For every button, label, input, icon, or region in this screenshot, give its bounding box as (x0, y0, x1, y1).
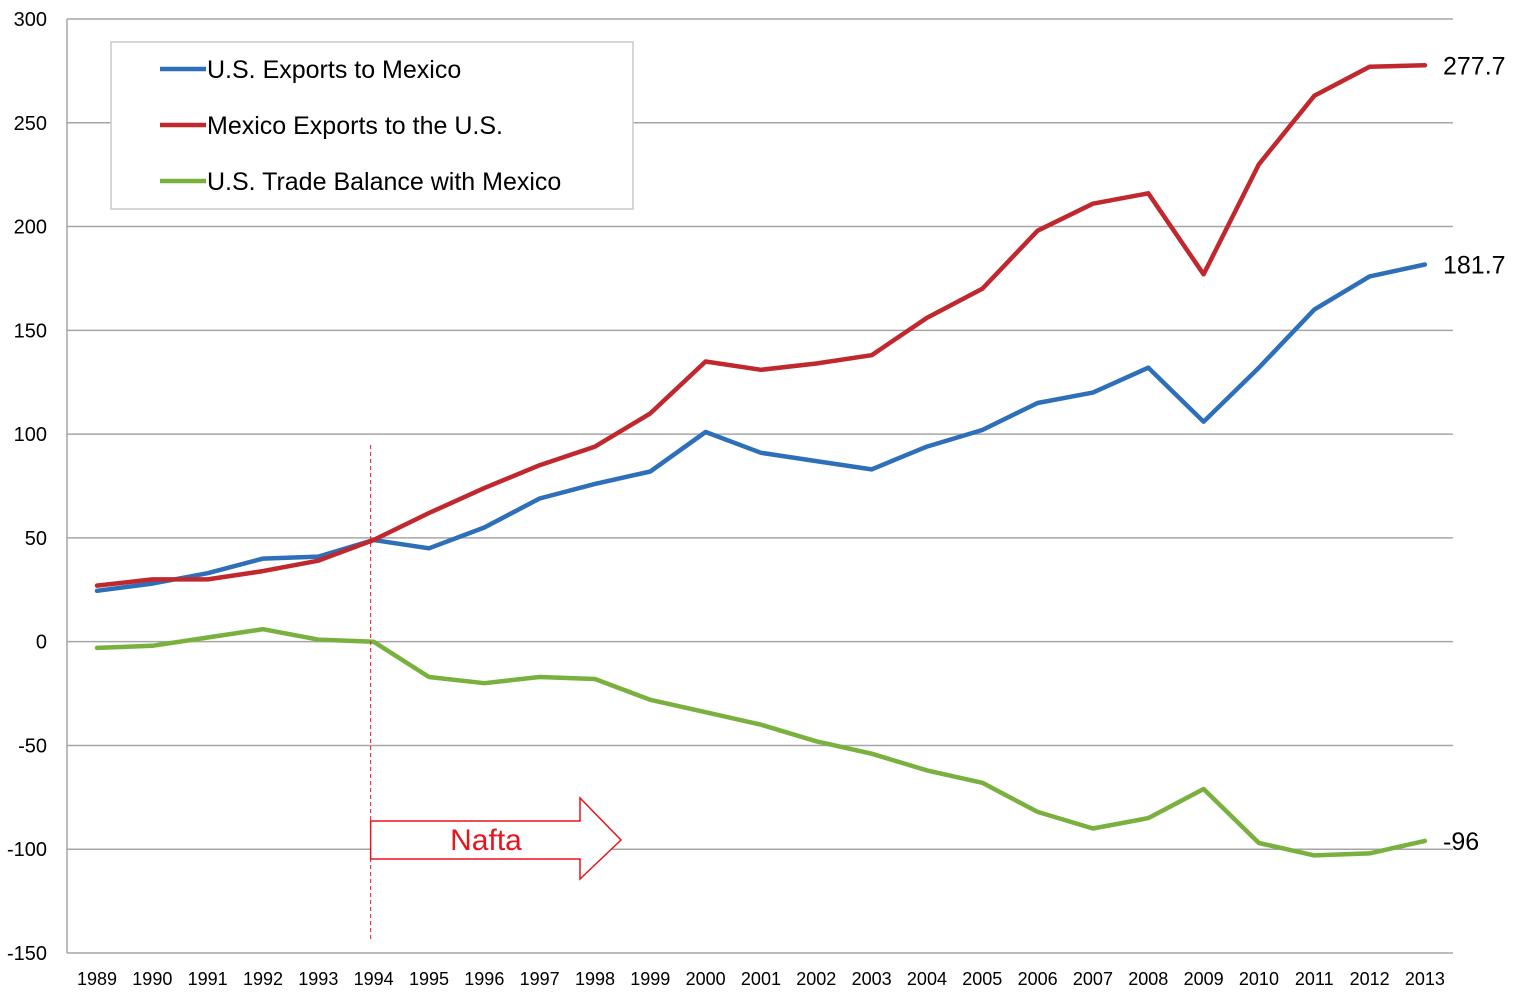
x-tick-label: 1997 (520, 969, 560, 989)
y-tick-label: 0 (36, 632, 47, 654)
x-tick-label: 1992 (243, 969, 283, 989)
x-tick-label: 1999 (630, 969, 670, 989)
x-tick-label: 2013 (1405, 969, 1445, 989)
x-tick-label: 1989 (77, 969, 117, 989)
x-tick-label: 2005 (962, 969, 1002, 989)
x-tick-label: 1998 (575, 969, 615, 989)
y-axis: 300 250 200 150 100 50 0 -50 -100 -150 (7, 9, 1453, 965)
nafta-annotation: Nafta (369, 445, 623, 942)
x-tick-label: 2009 (1184, 969, 1224, 989)
y-tick-label: 300 (14, 9, 47, 31)
end-value-label: -96 (1443, 828, 1479, 856)
x-tick-label: 1991 (188, 969, 228, 989)
x-tick-label: 1996 (464, 969, 504, 989)
legend-label-mexico-exports: Mexico Exports to the U.S. (207, 112, 503, 140)
end-labels: 181.7 277.7 -96 (1443, 52, 1506, 856)
y-tick-label: 100 (14, 424, 47, 446)
x-tick-label: 1990 (132, 969, 172, 989)
x-tick-label: 2000 (686, 969, 726, 989)
x-tick-label: 2010 (1239, 969, 1279, 989)
y-tick-label: 50 (25, 528, 47, 550)
legend: U.S. Exports to Mexico Mexico Exports to… (110, 41, 634, 210)
y-tick-label: -150 (7, 943, 47, 965)
series-line-0 (94, 262, 1428, 594)
x-tick-label: 2001 (741, 969, 781, 989)
end-value-label: 277.7 (1443, 52, 1506, 80)
x-tick-label: 1995 (409, 969, 449, 989)
series-line-1 (94, 63, 1428, 588)
x-tick-label: 2007 (1073, 969, 1113, 989)
x-tick-label: 1994 (354, 969, 394, 989)
x-tick-label: 2012 (1350, 969, 1390, 989)
y-tick-label: 150 (14, 320, 47, 342)
legend-label-trade-balance: U.S. Trade Balance with Mexico (207, 168, 561, 196)
legend-label-us-exports: U.S. Exports to Mexico (207, 56, 461, 84)
x-axis: 1989 1990 1991 1992 1993 1994 1995 1996 1997 1998… (77, 969, 1445, 989)
y-tick-label: 250 (14, 113, 47, 135)
y-tick-label: 200 (14, 217, 47, 239)
y-tick-label: -50 (18, 735, 47, 757)
x-tick-label: 2006 (1018, 969, 1058, 989)
x-tick-label: 1993 (298, 969, 338, 989)
nafta-arrow (369, 796, 623, 881)
x-tick-label: 2008 (1128, 969, 1168, 989)
y-tick-label: -100 (7, 839, 47, 861)
x-tick-label: 2004 (907, 969, 947, 989)
series-lines (94, 63, 1428, 858)
x-tick-label: 2003 (852, 969, 892, 989)
x-tick-label: 2011 (1295, 969, 1334, 989)
x-tick-label: 2002 (796, 969, 836, 989)
nafta-label: Nafta (450, 824, 522, 857)
end-value-label: 181.7 (1443, 252, 1506, 280)
series-line-2 (94, 626, 1428, 858)
